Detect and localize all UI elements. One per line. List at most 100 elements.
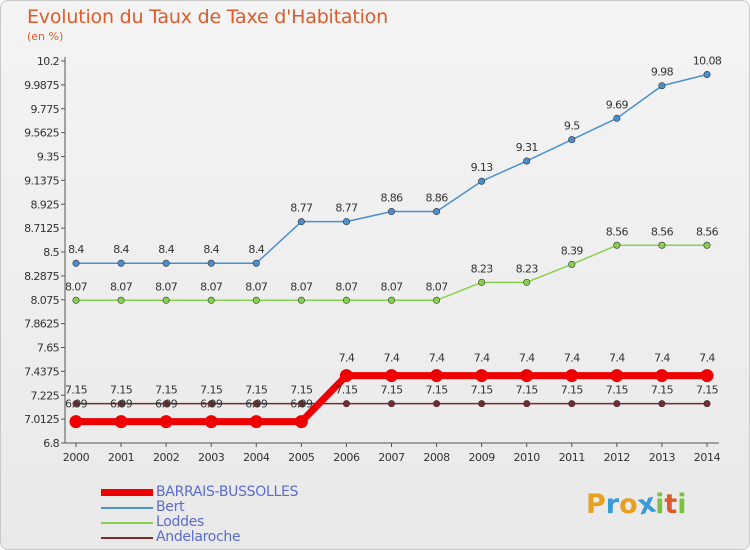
legend-swatch xyxy=(101,521,153,524)
data-label: 8.4 xyxy=(158,243,174,256)
data-label: 7.4 xyxy=(384,352,400,365)
data-label: 7.4 xyxy=(609,352,625,365)
x-tick-label: 2010 xyxy=(514,451,541,464)
y-tick-label: 9.1375 xyxy=(24,174,59,187)
data-label: 6.99 xyxy=(65,398,88,411)
data-point xyxy=(117,259,125,267)
y-tick-label: 7.8625 xyxy=(24,318,59,331)
data-point xyxy=(207,400,215,408)
data-point xyxy=(523,278,531,286)
data-point xyxy=(568,400,576,408)
brand-letter: t xyxy=(664,489,678,520)
x-tick-label: 2001 xyxy=(108,451,134,464)
chart-legend: BARRAIS-BUSSOLLES Bert Loddes Andelaroch… xyxy=(101,485,298,545)
data-point xyxy=(433,296,441,304)
data-label: 7.4 xyxy=(339,352,355,365)
data-label: 8.23 xyxy=(471,262,494,275)
y-tick-label: 9.9875 xyxy=(24,79,59,92)
data-point xyxy=(342,296,350,304)
y-tick-label: 8.7125 xyxy=(24,222,59,235)
data-label: 8.4 xyxy=(113,243,129,256)
data-point xyxy=(72,296,80,304)
data-point xyxy=(294,415,308,429)
data-label: 9.13 xyxy=(471,161,494,174)
data-label: 7.15 xyxy=(65,384,88,397)
y-tick-label: 7.0125 xyxy=(24,413,59,426)
y-tick-label: 9.775 xyxy=(31,103,60,116)
data-point xyxy=(610,369,624,383)
data-point xyxy=(204,415,218,429)
data-point xyxy=(114,415,128,429)
legend-label: Bert xyxy=(156,499,185,515)
brand-logo: Proxiti xyxy=(586,488,687,522)
data-label: 8.77 xyxy=(335,202,358,215)
data-point xyxy=(297,218,305,226)
data-point xyxy=(207,259,215,267)
chart-subtitle: (en %) xyxy=(27,30,64,43)
data-label: 8.56 xyxy=(651,225,674,238)
y-tick-label: 6.8 xyxy=(43,437,59,450)
data-point xyxy=(252,400,260,408)
data-label: 8.07 xyxy=(245,280,268,293)
data-label: 8.77 xyxy=(290,202,313,215)
data-point xyxy=(430,369,444,383)
data-label: 8.07 xyxy=(290,280,313,293)
legend-label: BARRAIS-BUSSOLLES xyxy=(156,484,299,500)
x-tick-label: 2004 xyxy=(243,451,270,464)
data-label: 7.4 xyxy=(519,352,535,365)
data-point xyxy=(658,82,666,90)
data-point xyxy=(117,400,125,408)
data-label: 7.4 xyxy=(564,352,580,365)
data-label: 7.15 xyxy=(155,384,178,397)
x-tick-label: 2008 xyxy=(423,451,450,464)
y-tick-label: 10.2 xyxy=(37,55,59,68)
brand-letter: P xyxy=(586,489,606,520)
data-label: 6.99 xyxy=(155,398,178,411)
data-label: 8.4 xyxy=(68,243,84,256)
data-point xyxy=(478,400,486,408)
data-point xyxy=(568,136,576,144)
data-point xyxy=(658,241,666,249)
data-label: 7.15 xyxy=(335,384,358,397)
x-tick-label: 2003 xyxy=(198,451,225,464)
legend-item-barrais-bussolles: BARRAIS-BUSSOLLES xyxy=(101,485,298,500)
data-label: 8.39 xyxy=(561,244,584,257)
y-tick-label: 9.5625 xyxy=(24,127,59,140)
data-point xyxy=(69,415,83,429)
y-tick-label: 7.4375 xyxy=(24,365,59,378)
data-point xyxy=(387,400,395,408)
data-point xyxy=(613,114,621,122)
data-point xyxy=(478,278,486,286)
data-label: 7.15 xyxy=(696,384,719,397)
data-label: 7.15 xyxy=(290,384,313,397)
data-point xyxy=(523,400,531,408)
data-label: 8.56 xyxy=(606,225,629,238)
data-point xyxy=(249,415,263,429)
data-point xyxy=(475,369,489,383)
data-point xyxy=(433,208,441,216)
data-point xyxy=(568,260,576,268)
legend-item-andelaroche: Andelaroche xyxy=(101,530,298,545)
data-label: 8.86 xyxy=(380,192,403,205)
x-tick-label: 2011 xyxy=(559,451,585,464)
legend-item-bert: Bert xyxy=(101,500,298,515)
data-label: 6.99 xyxy=(245,398,268,411)
data-label: 8.07 xyxy=(335,280,358,293)
x-tick-label: 2013 xyxy=(649,451,676,464)
data-label: 9.31 xyxy=(516,141,538,154)
data-label: 7.15 xyxy=(380,384,403,397)
data-label: 8.23 xyxy=(516,262,539,275)
legend-label: Andelaroche xyxy=(156,529,241,545)
data-point xyxy=(613,241,621,249)
data-label: 7.15 xyxy=(606,384,629,397)
x-tick-label: 2006 xyxy=(333,451,360,464)
x-tick-label: 2005 xyxy=(288,451,315,464)
data-point xyxy=(162,400,170,408)
data-label: 6.99 xyxy=(110,398,133,411)
data-point xyxy=(339,369,353,383)
data-label: 7.4 xyxy=(654,352,670,365)
y-tick-label: 8.5 xyxy=(43,246,59,259)
data-point xyxy=(297,400,305,408)
data-label: 8.07 xyxy=(110,280,133,293)
